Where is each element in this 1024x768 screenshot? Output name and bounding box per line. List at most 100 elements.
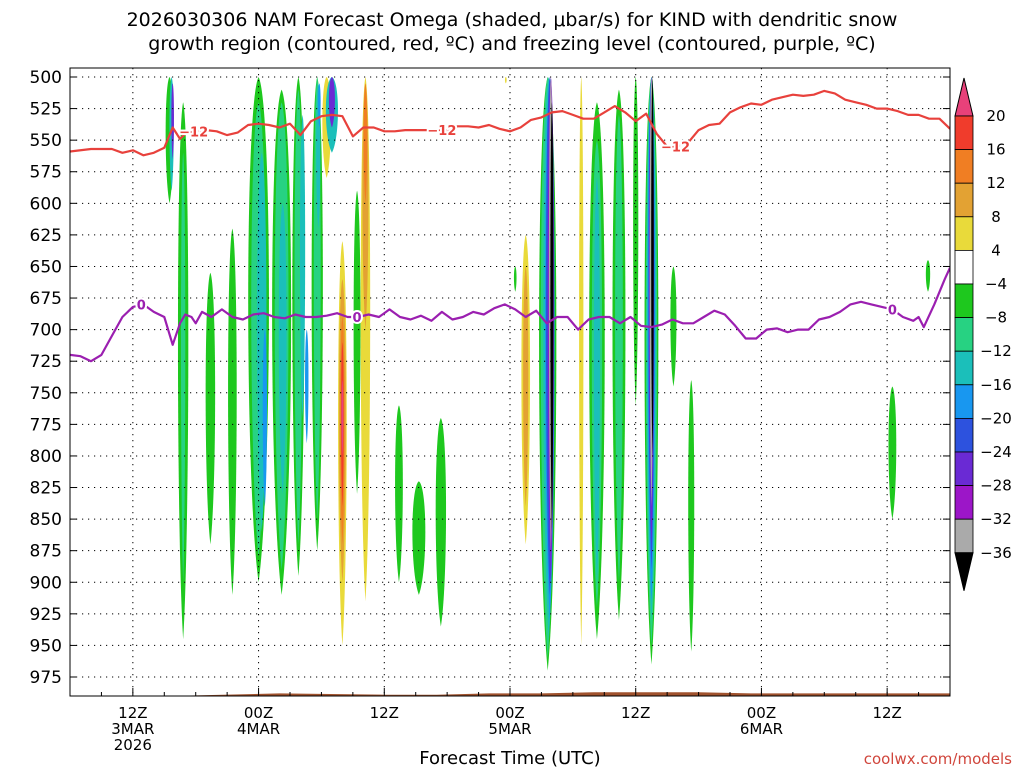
colorbar-label-9: −20 <box>980 409 1012 427</box>
y-tick-label-13: 825 <box>30 479 62 499</box>
plot-area: −12 −12 −12 0 0 0 <box>70 68 950 696</box>
omega-band-53 <box>593 178 600 583</box>
omega-band-68 <box>925 260 931 292</box>
omega-band-34 <box>395 405 403 583</box>
x-tick-label1-2: 12Z <box>370 704 399 722</box>
omega-band-5 <box>205 272 216 545</box>
colorbar-segment-9 <box>954 384 974 419</box>
y-tick-label-2: 550 <box>30 131 62 151</box>
colorbar-segment-1 <box>954 115 974 150</box>
y-tick-label-0: 500 <box>30 68 62 88</box>
colorbar-segment-11 <box>954 451 974 486</box>
colorbar-segment-10 <box>954 417 974 453</box>
colorbar-label-12: −32 <box>980 510 1012 528</box>
x-tick-label2-5: 6MAR <box>740 720 783 738</box>
y-tick-label-12: 800 <box>30 447 62 467</box>
colorbar-segment-13 <box>954 518 974 554</box>
x-tick-label2-1: 4MAR <box>237 720 280 738</box>
x-tick-label1-3: 00Z <box>495 704 524 722</box>
colorbar-label-10: −24 <box>980 443 1012 461</box>
omega-band-16 <box>299 114 306 419</box>
y-tick-label-7: 675 <box>30 289 62 309</box>
omega-band-10 <box>262 329 268 507</box>
colorbar-label-0: 20 <box>986 107 1005 125</box>
colorbar-segment-5 <box>954 249 974 285</box>
colorbar-label-6: −8 <box>985 309 1007 327</box>
y-tick-label-18: 950 <box>30 636 62 656</box>
chart-title-line-2: growth region (contoured, red, ºC) and f… <box>148 33 875 55</box>
omega-band-67 <box>888 386 897 520</box>
omega-band-29 <box>341 380 344 456</box>
colorbar-segment-8 <box>954 350 974 386</box>
colorbar-label-7: −12 <box>980 342 1012 360</box>
colorbar-segment-4 <box>954 216 974 251</box>
omega-band-38 <box>513 266 517 292</box>
contour-freezing-label-0: 0 <box>137 298 146 313</box>
x-tick-label3-0: 2026 <box>114 736 152 754</box>
colorbar-label-8: −16 <box>980 376 1012 394</box>
y-tick-label-14: 850 <box>30 510 62 530</box>
x-tick-label2-0: 3MAR <box>111 720 154 738</box>
colorbar-segment-7 <box>954 317 974 352</box>
y-axis: 500 525 550 575 600 625 650 675 700 725 750 775 800 8… <box>30 68 950 688</box>
contour-minus12-label-2: −12 <box>661 140 690 155</box>
colorbar-label-2: 12 <box>986 174 1005 192</box>
colorbar-segment-6 <box>954 283 974 318</box>
chart-title-line-1: 2026030306 NAM Forecast Omega (shaded, μ… <box>127 9 898 31</box>
colorbar-segment-12 <box>954 485 974 520</box>
colorbar: 20 16 12 8 4 −4 −8 −12 −16 −20 −24 −28 −32 −36 <box>954 77 1012 591</box>
y-tick-label-15: 875 <box>30 542 62 562</box>
omega-band-13 <box>278 203 287 494</box>
x-axis-title: Forecast Time (UTC) <box>419 748 600 768</box>
colorbar-label-3: 8 <box>991 208 1001 226</box>
colorbar-label-1: 16 <box>986 141 1005 159</box>
colorbar-label-13: −36 <box>980 544 1012 562</box>
colorbar-segment-2 <box>954 149 974 184</box>
omega-shading <box>165 77 931 671</box>
y-tick-label-4: 600 <box>30 194 62 214</box>
y-tick-label-11: 775 <box>30 415 62 435</box>
y-tick-label-16: 900 <box>30 573 62 593</box>
omega-band-36 <box>435 418 447 627</box>
omega-band-66 <box>688 380 695 652</box>
contour-minus12-line <box>70 89 950 157</box>
colorbar-label-4: 4 <box>991 241 1001 259</box>
omega-band-55 <box>615 114 623 583</box>
colorbar-bottom-arrow <box>954 552 974 591</box>
y-tick-label-6: 650 <box>30 257 62 277</box>
contour-minus12-label-0: −12 <box>179 125 208 140</box>
omega-band-4 <box>180 152 186 583</box>
contour-freezing-label-1: 0 <box>353 311 362 326</box>
colorbar-segment-3 <box>954 182 974 218</box>
y-tick-label-1: 525 <box>30 100 62 120</box>
colorbar-label-11: −28 <box>980 477 1012 495</box>
y-tick-label-5: 625 <box>30 226 62 246</box>
credit-text: coolwx.com/models <box>864 750 1012 768</box>
y-tick-label-19: 975 <box>30 668 62 688</box>
omega-band-37 <box>504 77 507 84</box>
temperature-contours: −12 −12 −12 0 0 0 <box>70 89 950 363</box>
x-tick-label1-4: 12Z <box>621 704 650 722</box>
x-tick-label1-5: 00Z <box>747 704 776 722</box>
contour-minus12-label-1: −12 <box>427 124 456 139</box>
x-tick-label1-6: 12Z <box>872 704 901 722</box>
omega-band-6 <box>228 228 237 595</box>
y-tick-label-3: 575 <box>30 163 62 183</box>
y-tick-label-8: 700 <box>30 321 62 341</box>
contour-freezing-line <box>70 267 950 363</box>
contour-freezing-label-2: 0 <box>888 303 897 318</box>
omega-band-40 <box>523 266 529 507</box>
colorbar-label-5: −4 <box>985 275 1007 293</box>
omega-band-65 <box>670 266 677 387</box>
y-tick-label-9: 725 <box>30 352 62 372</box>
x-tick-label2-3: 5MAR <box>488 720 531 738</box>
omega-band-50 <box>579 77 584 646</box>
omega-band-35 <box>412 481 426 595</box>
y-tick-label-10: 750 <box>30 384 62 404</box>
y-tick-label-17: 925 <box>30 605 62 625</box>
omega-band-33 <box>363 83 368 204</box>
x-tick-label1-0: 12Z <box>118 704 147 722</box>
omega-band-17 <box>305 329 309 444</box>
